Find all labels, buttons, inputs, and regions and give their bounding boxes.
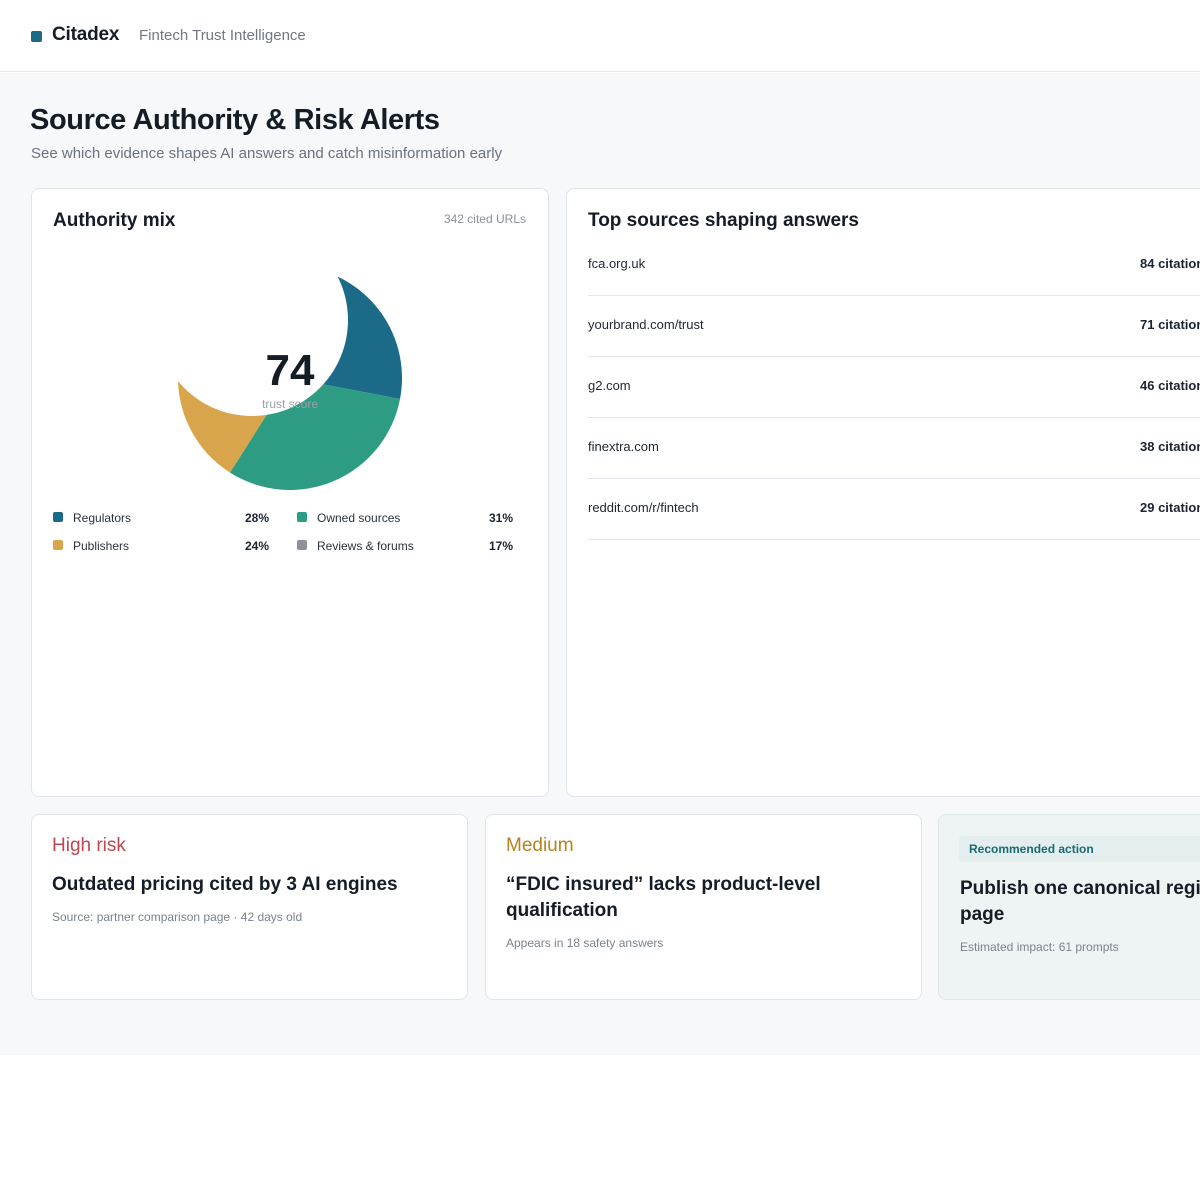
source-row[interactable]: fca.org.uk 84 citations <box>588 235 1200 296</box>
alert-card-high-risk[interactable]: High risk Outdated pricing cited by 3 AI… <box>31 814 468 1000</box>
legend-value: 28% <box>245 511 270 525</box>
legend-value: 17% <box>489 539 514 553</box>
top-sources-title: Top sources shaping answers <box>588 210 860 231</box>
trust-score-value: 74 <box>265 346 315 395</box>
legend-swatch-reviews-forums <box>297 540 307 550</box>
donut-svg <box>156 224 402 491</box>
source-citation-count: 38 citations <box>1140 439 1200 454</box>
legend-swatch-owned-sources <box>297 512 307 522</box>
legend-item-owned-sources: Owned sources 31% <box>297 511 517 527</box>
recommended-action-card[interactable]: Recommended action Publish one canonical… <box>938 814 1200 1000</box>
top-bar: Citadex Fintech Trust Intelligence <box>0 0 1200 72</box>
page-title: Source Authority & Risk Alerts <box>30 104 440 136</box>
recommendation-meta: Estimated impact: 61 prompts <box>960 940 1119 954</box>
brand-logo-icon <box>31 31 42 42</box>
severity-label: Medium <box>506 835 574 856</box>
legend-swatch-regulators <box>53 512 63 522</box>
legend-label: Owned sources <box>317 511 401 525</box>
legend-item-reviews-forums: Reviews & forums 17% <box>297 539 517 555</box>
cited-url-count: 342 cited URLs <box>443 212 526 226</box>
trust-score-label: trust score <box>261 397 318 411</box>
source-row[interactable]: g2.com 46 citations <box>588 357 1200 418</box>
authority-donut-chart: 74 trust score <box>156 224 403 491</box>
source-citation-count: 29 citations <box>1140 500 1200 515</box>
alert-meta: Appears in 18 safety answers <box>506 936 664 950</box>
main-content: Source Authority & Risk Alerts See which… <box>0 73 1200 1055</box>
legend-item-regulators: Regulators 28% <box>53 511 273 527</box>
source-row[interactable]: finextra.com 38 citations <box>588 418 1200 479</box>
source-name[interactable]: g2.com <box>588 378 631 393</box>
source-row[interactable]: reddit.com/r/fintech 29 citations <box>588 479 1200 540</box>
source-name[interactable]: reddit.com/r/fintech <box>588 500 699 515</box>
severity-label: High risk <box>52 835 126 856</box>
brand-tagline: Fintech Trust Intelligence <box>139 27 306 44</box>
alert-title: Outdated pricing cited by 3 AI engines <box>52 874 398 895</box>
source-name[interactable]: fca.org.uk <box>588 256 646 271</box>
legend-swatch-publishers <box>53 540 63 550</box>
alert-title: “FDIC insured” lacks product-level quali… <box>506 874 821 921</box>
source-row[interactable]: yourbrand.com/trust 71 citations <box>588 296 1200 357</box>
legend-value: 31% <box>489 511 514 525</box>
source-name[interactable]: yourbrand.com/trust <box>588 317 704 332</box>
brand-name[interactable]: Citadex <box>52 24 120 45</box>
top-sources-card: Top sources shaping answers fca.org.uk 8… <box>566 188 1200 797</box>
legend-label: Reviews & forums <box>317 539 414 553</box>
authority-mix-card: Authority mix 342 cited URLs 74 trust sc… <box>31 188 549 797</box>
legend-label: Regulators <box>73 511 132 525</box>
legend-label: Publishers <box>73 539 130 553</box>
legend-item-publishers: Publishers 24% <box>53 539 273 555</box>
source-citation-count: 84 citations <box>1140 256 1200 271</box>
source-name[interactable]: finextra.com <box>588 439 659 454</box>
authority-mix-title: Authority mix <box>53 210 176 231</box>
page-subtitle: See which evidence shapes AI answers and… <box>31 145 503 162</box>
donut-hole <box>156 224 348 416</box>
alert-card-medium[interactable]: Medium “FDIC insured” lacks product-leve… <box>485 814 922 1000</box>
legend-value: 24% <box>245 539 270 553</box>
recommendation-title: Publish one canonical regional disclosur… <box>960 878 1200 925</box>
recommended-action-badge: Recommended action <box>959 836 1200 862</box>
alert-meta: Source: partner comparison page · 42 day… <box>52 910 303 924</box>
source-citation-count: 71 citations <box>1140 317 1200 332</box>
source-citation-count: 46 citations <box>1140 378 1200 393</box>
